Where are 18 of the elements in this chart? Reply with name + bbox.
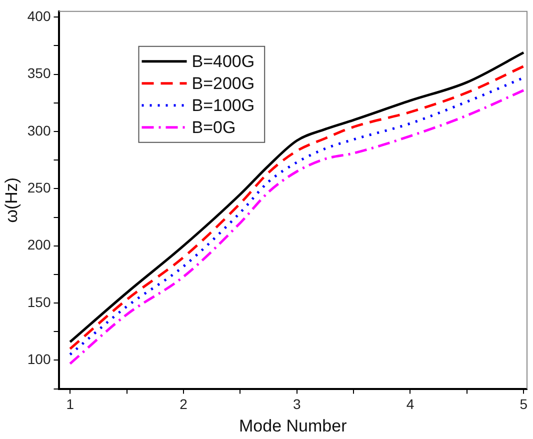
- legend-label: B=0G: [192, 118, 236, 138]
- x-axis-title: Mode Number: [239, 416, 348, 436]
- legend-label: B=400G: [192, 52, 255, 72]
- y-tick-label: 350: [27, 65, 51, 82]
- x-tick-label: 4: [406, 396, 414, 412]
- y-tick-label: 400: [27, 8, 51, 24]
- legend-label: B=100G: [192, 96, 255, 116]
- x-tick-label: 2: [180, 396, 188, 412]
- y-tick-label: 200: [27, 236, 51, 253]
- x-tick-label: 3: [292, 396, 301, 412]
- y-tick-label: 100: [27, 351, 51, 368]
- y-tick-label: 150: [27, 294, 51, 310]
- x-tick-label: 5: [520, 396, 528, 412]
- x-tick-label: 1: [66, 396, 74, 412]
- y-axis-title: ω(Hz): [2, 177, 21, 223]
- legend-label: B=200G: [192, 74, 255, 94]
- y-tick-label: 300: [27, 122, 51, 138]
- y-tick-label: 250: [27, 180, 51, 196]
